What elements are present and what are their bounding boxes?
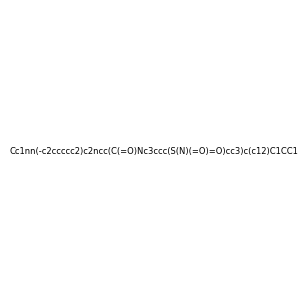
- Text: Cc1nn(-c2ccccc2)c2ncc(C(=O)Nc3ccc(S(N)(=O)=O)cc3)c(c12)C1CC1: Cc1nn(-c2ccccc2)c2ncc(C(=O)Nc3ccc(S(N)(=…: [9, 147, 298, 156]
